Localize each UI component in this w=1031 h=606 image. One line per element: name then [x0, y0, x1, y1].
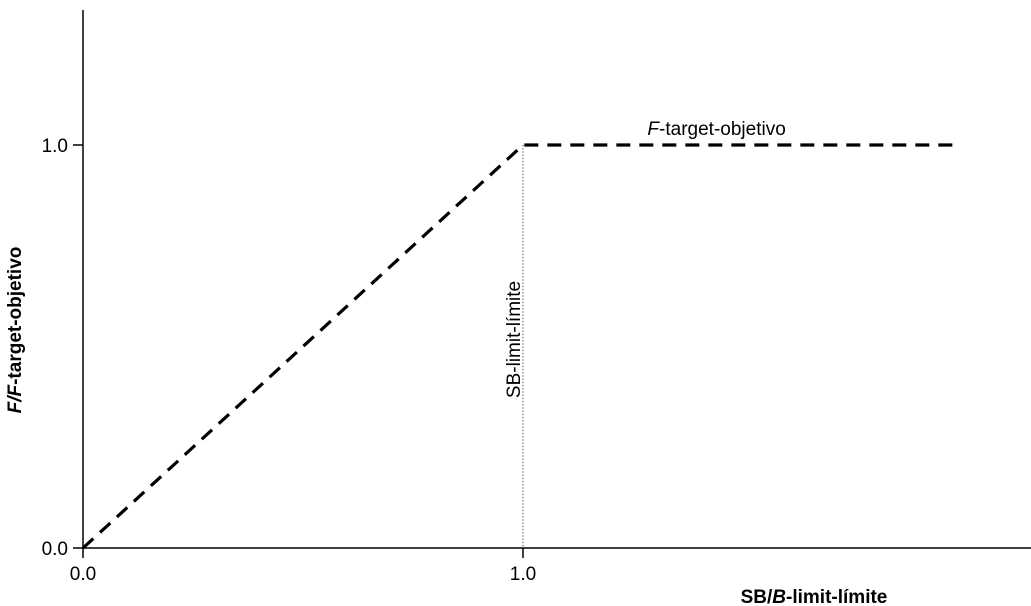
x-tick-label: 1.0: [510, 564, 536, 585]
y-axis-title: F/F-target-objetivo: [5, 247, 26, 414]
x-axis-title: SB/B-limit-límite: [741, 587, 888, 606]
x-tick-label: 0.0: [70, 564, 96, 585]
x-axis-title-suffix: -limit-límite: [786, 587, 887, 606]
y-tick-label: 0.0: [42, 539, 68, 560]
limit-reference-label: SB-limit-límite: [504, 281, 525, 398]
target-annotation-suffix: -target-objetivo: [659, 119, 786, 140]
y-axis-title-italic: F/F: [5, 384, 26, 414]
x-axis-title-italic: B: [772, 587, 786, 606]
x-axis-title-prefix: SB/: [741, 587, 773, 606]
y-axis-title-suffix: -target-objetivo: [5, 247, 26, 385]
y-tick-label: 1.0: [42, 136, 68, 157]
target-annotation-italic: F: [647, 119, 660, 140]
target-annotation: F-target-objetivo: [647, 119, 785, 140]
axis-ticks: 0.0 1.0 0.0 1.0: [42, 136, 537, 585]
harvest-control-rule-line: [81, 143, 955, 550]
